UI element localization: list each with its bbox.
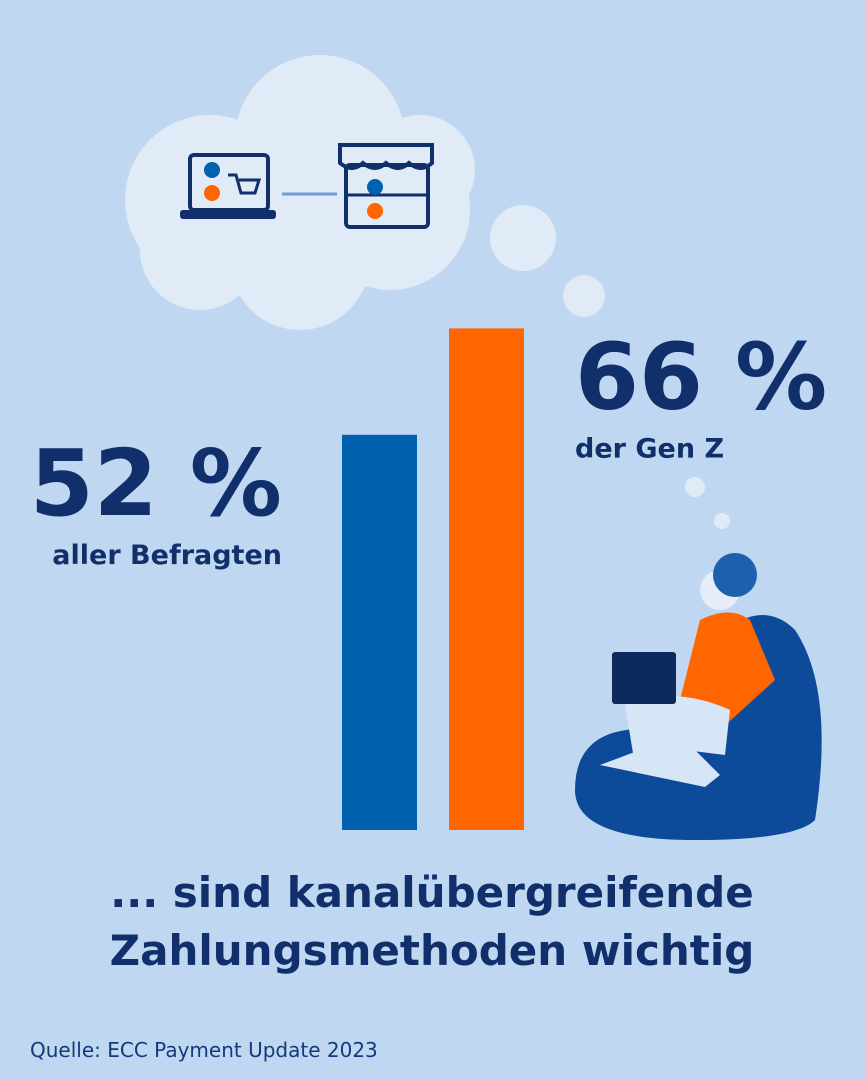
bar: [342, 434, 417, 830]
caption-line: ... sind kanalübergreifende: [110, 868, 753, 917]
source: Quelle: ECC Payment Update 2023: [30, 1038, 378, 1062]
category-label: der Gen Z: [575, 433, 724, 464]
category-label: aller Befragten: [52, 540, 282, 571]
laptop-icon: [180, 153, 276, 219]
caption-line: Zahlungsmethoden wichtig: [110, 926, 755, 975]
value-label: 52 %: [30, 430, 282, 537]
value-label: 66 %: [575, 323, 827, 430]
bar: [449, 328, 524, 830]
store-icon: [338, 143, 434, 229]
person-illustration: [575, 553, 822, 840]
